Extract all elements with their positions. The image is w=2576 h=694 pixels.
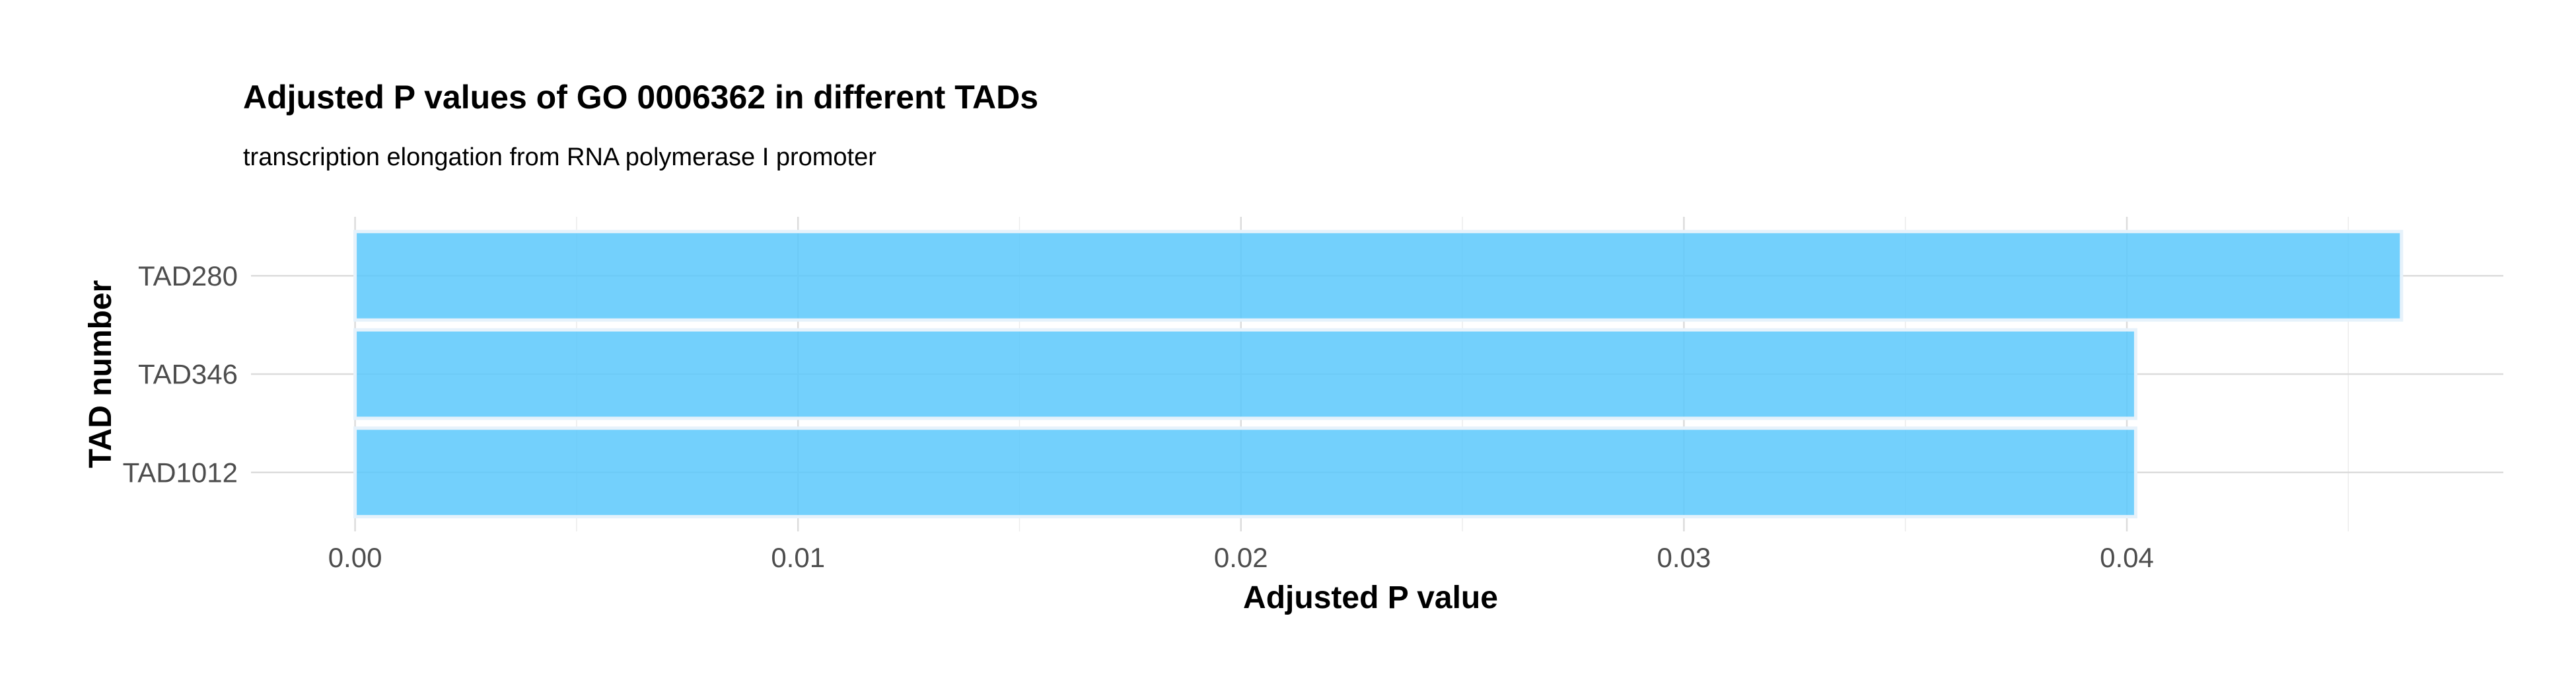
y-tick-label: TAD346 bbox=[138, 359, 238, 390]
y-tick-label: TAD280 bbox=[138, 260, 238, 291]
x-tick-label: 0.04 bbox=[2100, 542, 2154, 573]
bars bbox=[353, 229, 2404, 519]
x-tick-label: 0.01 bbox=[771, 542, 825, 573]
x-tick-label: 0.02 bbox=[1214, 542, 1268, 573]
x-axis-title: Adjusted P value bbox=[1243, 580, 1498, 615]
x-tick-label: 0.03 bbox=[1657, 542, 1711, 573]
bar bbox=[353, 328, 2137, 420]
chart-subtitle: transcription elongation from RNA polyme… bbox=[243, 143, 877, 171]
y-axis-ticks: TAD280 TAD346 TAD1012 bbox=[123, 260, 238, 488]
bar bbox=[353, 426, 2137, 519]
bar bbox=[353, 229, 2404, 322]
chart-title: Adjusted P values of GO 0006362 in diffe… bbox=[243, 79, 1038, 116]
y-axis-title: TAD number bbox=[83, 280, 118, 468]
y-tick-label: TAD1012 bbox=[123, 457, 238, 488]
x-axis-ticks: 0.00 0.01 0.02 0.03 0.04 bbox=[328, 542, 2154, 573]
x-tick-label: 0.00 bbox=[328, 542, 382, 573]
